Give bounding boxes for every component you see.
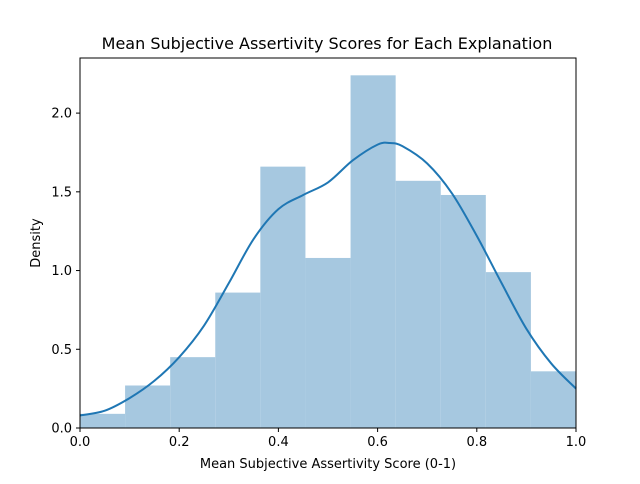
x-tick-label-1: 0.2 bbox=[169, 435, 190, 450]
y-tick-label-1: 0.5 bbox=[51, 343, 72, 358]
y-axis-label: Density bbox=[29, 218, 44, 268]
x-tick-label-3: 0.6 bbox=[367, 435, 388, 450]
histogram-bar-10 bbox=[531, 371, 576, 428]
histogram-bar-0 bbox=[80, 414, 125, 428]
y-tick-label-3: 1.5 bbox=[51, 185, 72, 200]
bars-layer bbox=[80, 75, 576, 428]
histogram-bar-2 bbox=[170, 357, 215, 428]
y-axis-ticks: 0.0 0.5 1.0 1.5 2.0 bbox=[51, 107, 80, 437]
histogram-bar-5 bbox=[305, 258, 350, 428]
histogram-bar-7 bbox=[396, 181, 441, 428]
histogram-bar-1 bbox=[125, 385, 170, 428]
x-tick-label-0: 0.0 bbox=[70, 435, 91, 450]
x-tick-label-5: 1.0 bbox=[566, 435, 587, 450]
y-tick-label-4: 2.0 bbox=[51, 107, 72, 122]
y-tick-label-2: 1.0 bbox=[51, 264, 72, 279]
x-axis-ticks: 0.0 0.2 0.4 0.6 0.8 1.0 bbox=[70, 428, 587, 450]
histogram-bar-8 bbox=[441, 195, 486, 428]
x-tick-label-4: 0.8 bbox=[466, 435, 487, 450]
y-tick-label-0: 0.0 bbox=[51, 422, 72, 437]
chart-title: Mean Subjective Assertivity Scores for E… bbox=[102, 34, 553, 53]
x-axis-label: Mean Subjective Assertivity Score (0-1) bbox=[200, 457, 456, 472]
histogram-bar-6 bbox=[351, 75, 396, 428]
x-tick-label-2: 0.4 bbox=[268, 435, 289, 450]
histogram-bar-3 bbox=[215, 293, 260, 428]
